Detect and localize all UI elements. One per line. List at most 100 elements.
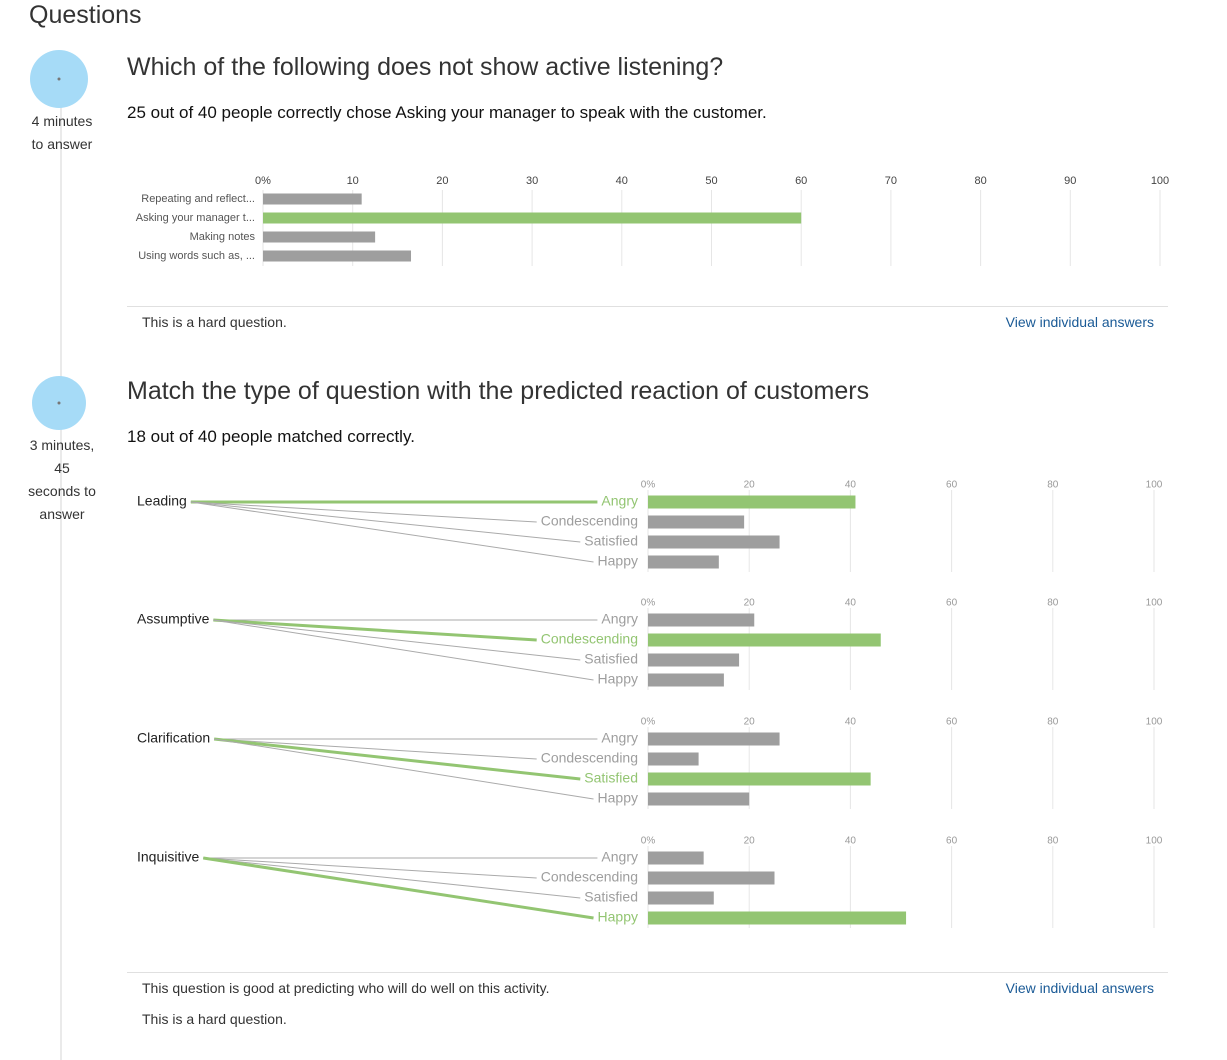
bar (648, 495, 856, 509)
connector (190, 501, 581, 543)
x-tick-label: 0% (641, 598, 656, 609)
marker-dot (57, 401, 61, 405)
category-label: Angry (601, 611, 638, 627)
category-label: Using words such as, ... (138, 250, 255, 262)
x-tick-label: 20 (436, 175, 448, 187)
bar (648, 851, 704, 865)
category-label: Angry (601, 849, 638, 865)
category-label: Satisfied (584, 651, 638, 667)
x-tick-label: 40 (845, 480, 857, 491)
x-tick-label: 0% (641, 717, 656, 728)
connector (213, 737, 581, 781)
x-tick-label: 10 (347, 175, 359, 187)
category-label: Repeating and reflect... (141, 193, 255, 205)
x-tick-label: 0% (641, 836, 656, 847)
bar (263, 212, 802, 224)
category-label: Satisfied (584, 889, 638, 905)
bar (648, 871, 775, 885)
x-tick-label: 90 (1064, 175, 1076, 187)
x-tick-label: 80 (1047, 717, 1059, 728)
bar (648, 732, 780, 746)
bar (648, 911, 907, 925)
bar (648, 535, 780, 549)
category-label: Happy (598, 790, 638, 806)
note: This is a hard question. (142, 314, 287, 330)
view-answers-link[interactable]: View individual answers (1005, 314, 1154, 330)
connector (214, 738, 537, 760)
x-tick-label: 20 (744, 598, 756, 609)
connector (203, 857, 537, 879)
time-to-answer: 3 minutes, 45 seconds to answer (28, 437, 96, 522)
x-tick-label: 20 (744, 480, 756, 491)
connector (203, 857, 581, 899)
x-tick-label: 60 (946, 836, 958, 847)
x-tick-label: 100 (1151, 175, 1169, 187)
category-label: Condescending (541, 869, 638, 885)
category-label: Satisfied (584, 533, 638, 549)
x-tick-label: 80 (1047, 836, 1059, 847)
category-label: Satisfied (584, 770, 638, 786)
bar (648, 772, 871, 786)
view-answers-link[interactable]: View individual answers (1005, 980, 1154, 996)
category-label: Condescending (541, 750, 638, 766)
bar (648, 515, 745, 529)
note: This question is good at predicting who … (142, 980, 550, 996)
x-tick-label: 100 (1146, 598, 1163, 609)
x-tick-label: 70 (885, 175, 897, 187)
x-tick-label: 30 (526, 175, 538, 187)
x-tick-label: 20 (744, 717, 756, 728)
category-label: Condescending (541, 513, 638, 529)
note: This is a hard question. (142, 1011, 287, 1027)
x-tick-label: 80 (974, 175, 986, 187)
bar (648, 653, 740, 667)
x-tick-label: 60 (946, 598, 958, 609)
category-label: Happy (598, 671, 638, 687)
x-tick-label: 100 (1146, 717, 1163, 728)
connector (213, 619, 594, 681)
category-label: Happy (598, 909, 638, 925)
connector (190, 501, 594, 563)
marker-dot (57, 77, 61, 81)
x-tick-label: 40 (845, 598, 857, 609)
question-title: Match the type of question with the pred… (127, 377, 870, 405)
connector (214, 738, 594, 800)
connector (213, 619, 581, 661)
x-tick-label: 40 (616, 175, 628, 187)
x-tick-label: 80 (1047, 480, 1059, 491)
bar (648, 613, 755, 627)
x-tick-label: 60 (795, 175, 807, 187)
x-tick-label: 0% (641, 480, 656, 491)
question-title: Which of the following does not show act… (127, 53, 724, 81)
prompt-label: Inquisitive (137, 849, 199, 865)
x-tick-label: 40 (845, 836, 857, 847)
category-label: Angry (601, 493, 638, 509)
x-tick-label: 100 (1146, 480, 1163, 491)
bar (648, 891, 714, 905)
connector (203, 856, 594, 920)
bar (648, 792, 750, 806)
x-tick-label: 60 (946, 480, 958, 491)
category-label: Asking your manager t... (136, 212, 255, 224)
question-summary: 18 out of 40 people matched correctly. (127, 427, 415, 446)
x-tick-label: 0% (255, 175, 271, 187)
category-label: Happy (598, 553, 638, 569)
x-tick-label: 40 (845, 717, 857, 728)
bar (648, 673, 724, 687)
bar (648, 633, 881, 647)
x-tick-label: 60 (946, 717, 958, 728)
heading: Questions (29, 1, 142, 29)
category-label: Angry (601, 730, 638, 746)
bar (263, 231, 376, 243)
bar (263, 250, 412, 262)
bar (263, 193, 362, 205)
prompt-label: Leading (137, 493, 187, 509)
question-summary: 25 out of 40 people correctly chose Aski… (127, 103, 767, 122)
prompt-label: Assumptive (137, 611, 210, 627)
bar (648, 752, 699, 766)
connector (190, 501, 537, 523)
time-to-answer: 4 minutes to answer (31, 113, 93, 152)
category-label: Condescending (541, 631, 638, 647)
prompt-label: Clarification (137, 730, 210, 746)
